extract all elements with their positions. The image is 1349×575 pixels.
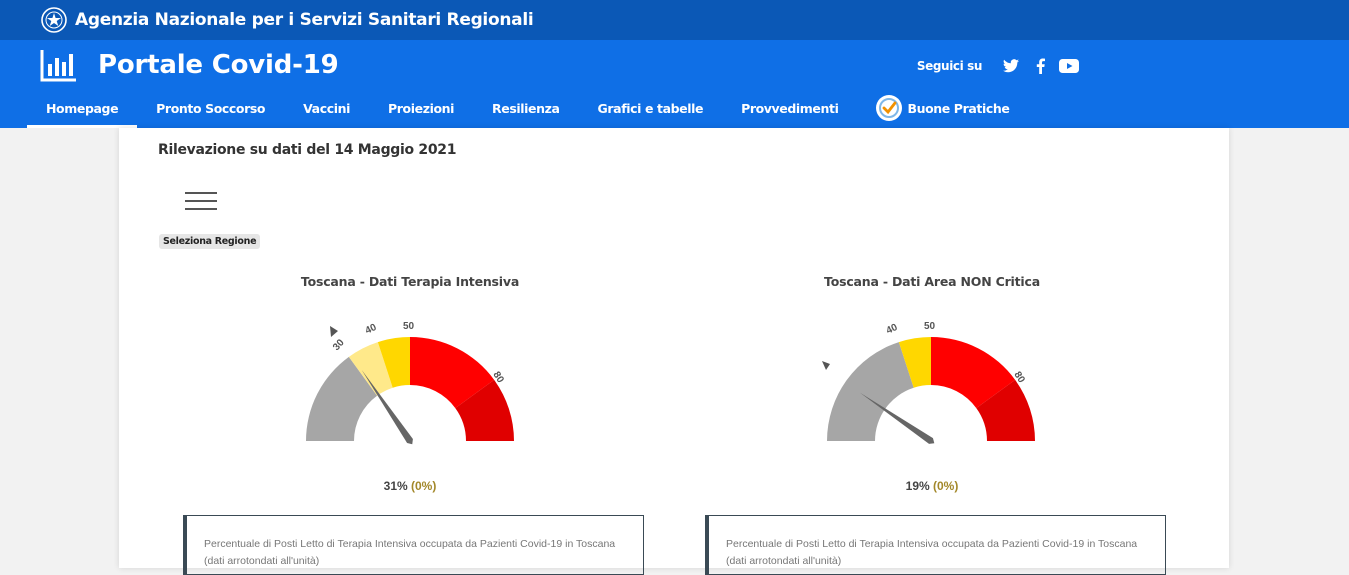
nav-label: Grafici e tabelle — [597, 100, 704, 116]
gauge-band-medium — [348, 342, 393, 396]
nav-homepage[interactable]: Homepage — [27, 88, 138, 128]
description-line: Percentuale di Posti Letto di Terapia In… — [204, 538, 616, 550]
gauge-band-extreme — [976, 379, 1035, 441]
region-select[interactable]: Seleziona Regione — [159, 234, 261, 249]
gauge-value-non-critical: 19% (0%) — [832, 479, 1032, 493]
gauge-tick-label: 50 — [924, 321, 936, 332]
twitter-icon[interactable] — [1001, 56, 1021, 76]
gauge-value-text: 31% — [383, 479, 408, 493]
gauge-value-text: 19% — [905, 479, 930, 493]
nav-label: Resilienza — [492, 100, 560, 116]
nav-vaccini[interactable]: Vaccini — [284, 88, 369, 128]
nav-label: Vaccini — [303, 100, 351, 116]
main-navigation: Homepage Pronto Soccorso Vaccini Proiezi… — [27, 88, 1028, 128]
follow-label: Seguici su — [916, 59, 983, 73]
gauge-band-high — [377, 337, 410, 388]
nav-pronto-soccorso[interactable]: Pronto Soccorso — [137, 88, 284, 128]
nav-provvedimenti[interactable]: Provvedimenti — [722, 88, 857, 128]
hamburger-menu-icon[interactable] — [185, 192, 217, 212]
check-badge-icon — [876, 95, 903, 121]
survey-date: Rilevazione su dati del 14 Maggio 2021 — [158, 142, 457, 158]
agency-name[interactable]: Agenzia Nazionale per i Servizi Sanitari… — [75, 10, 534, 30]
gauge-band-low — [827, 342, 914, 441]
gauge-value-intensive-care: 31% (0%) — [310, 479, 510, 493]
nav-label: Provvedimenti — [741, 100, 839, 116]
gauge-delta-text: (0%) — [933, 479, 959, 493]
nav-label: Pronto Soccorso — [156, 100, 266, 116]
republic-emblem-icon — [40, 6, 68, 34]
description-line: Percentuale di Posti Letto di Terapia In… — [726, 538, 1138, 550]
gauge-needle — [361, 369, 413, 445]
nav-grafici-tabelle[interactable]: Grafici e tabelle — [579, 88, 723, 128]
pointer-marker-icon — [330, 326, 338, 337]
gauge-delta-text: (0%) — [411, 479, 437, 493]
gauge-tick-label: 50 — [403, 321, 415, 332]
gauge-band-high — [898, 337, 931, 388]
gauge-intensive-care: 30 40 50 80 — [306, 321, 514, 445]
gauge-description-non-critical: Percentuale di Posti Letto di Terapia In… — [705, 515, 1166, 575]
nav-label: Buone Pratiche — [907, 100, 1010, 116]
nav-resilienza[interactable]: Resilienza — [473, 88, 579, 128]
gauge-band-critical — [410, 337, 495, 409]
agency-bar: Agenzia Nazionale per i Servizi Sanitari… — [0, 0, 1349, 40]
gauge-non-critical: 40 50 80 — [822, 321, 1035, 444]
gauge-needle — [859, 392, 935, 444]
gauge-title-non-critical: Toscana - Dati Area NON Critica — [824, 274, 1040, 289]
gauge-tick-label: 30 — [331, 337, 347, 353]
gauge-tick-label: 40 — [364, 322, 379, 337]
description-line: (dati arrotondati all'unità) — [204, 555, 320, 567]
bar-chart-logo-icon — [40, 50, 76, 82]
nav-proiezioni[interactable]: Proiezioni — [369, 88, 473, 128]
gauge-band-low — [306, 356, 378, 441]
nav-label: Proiezioni — [388, 100, 455, 116]
nav-label: Homepage — [46, 100, 119, 116]
pointer-marker-icon — [822, 361, 830, 370]
youtube-icon[interactable] — [1059, 56, 1079, 76]
gauge-band-extreme — [455, 379, 514, 441]
facebook-icon[interactable] — [1030, 56, 1050, 76]
portal-title: Portale Covid-19 — [98, 50, 339, 80]
description-line: (dati arrotondati all'unità) — [726, 555, 842, 567]
content-card: Rilevazione su dati del 14 Maggio 2021 S… — [119, 128, 1229, 575]
portal-brand[interactable]: Portale Covid-19 — [40, 48, 339, 82]
nav-buone-pratiche[interactable]: Buone Pratiche — [857, 88, 1028, 128]
gauge-tick-label: 40 — [885, 322, 900, 337]
portal-header: Portale Covid-19 Seguici su Homepage Pro… — [0, 40, 1349, 128]
gauge-description-intensive-care: Percentuale di Posti Letto di Terapia In… — [183, 515, 644, 575]
gauge-title-intensive-care: Toscana - Dati Terapia Intensiva — [300, 274, 520, 289]
social-links: Seguici su — [917, 56, 1079, 76]
gauge-band-critical — [931, 337, 1016, 409]
